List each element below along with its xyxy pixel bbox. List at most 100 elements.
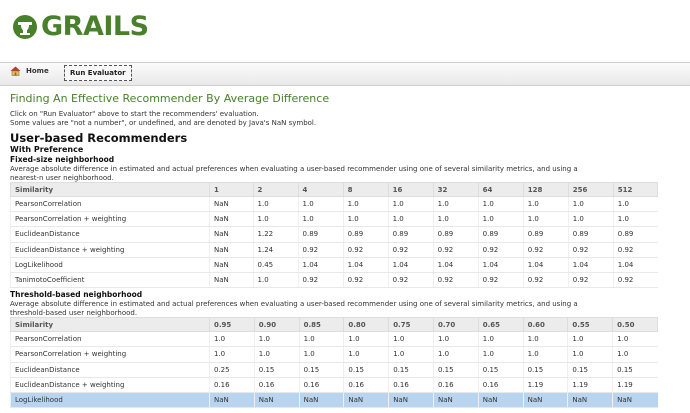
value-cell: 0.89 [432,226,479,243]
value-cell: 0.15 [343,362,389,378]
similarity-name-cell: PearsonCorrelation [10,331,210,348]
value-cell: 0.16 [432,377,479,393]
value-cell: 1.22 [252,226,299,243]
navigation-bar: Home Run Evaluator [0,62,690,86]
value-cell: 0.89 [342,226,389,243]
column-header: 0.75 [388,317,434,333]
value-cell: 1.0 [298,346,344,363]
value-cell: 0.15 [432,362,479,378]
value-cell: NaN [388,392,434,409]
value-cell: 0.15 [388,362,434,378]
value-cell: 1.0 [432,211,479,228]
value-cell: 0.92 [477,272,524,289]
value-cell: 0.15 [522,362,568,378]
value-cell: 1.0 [342,196,389,213]
column-header: 32 [432,182,479,197]
column-header-similarity: Similarity [10,317,210,333]
home-label: Home [26,67,49,75]
value-cell: 0.45 [252,257,299,273]
value-cell: 1.0 [388,346,434,363]
value-cell: 0.15 [612,362,658,378]
table-row: LogLikelihood NaN NaN NaN NaN NaN NaN NaN NaN NaN… [10,392,658,409]
value-cell: 0.92 [612,242,658,258]
value-cell: 1.0 [432,331,479,348]
value-cell: NaN [209,272,254,289]
column-header: 16 [387,182,434,197]
value-cell: 1.0 [209,331,255,348]
header: GRAILS [0,0,690,62]
value-cell: 1.0 [477,211,524,228]
value-cell: 0.92 [567,242,614,258]
value-cell: NaN [209,196,254,213]
value-cell: NaN [298,392,344,409]
value-cell: NaN [432,392,479,409]
value-cell: 0.92 [297,242,344,258]
value-cell: 1.0 [612,331,658,348]
home-link[interactable]: Home [10,66,49,76]
value-cell: 1.19 [567,377,613,393]
value-cell: 1.04 [297,257,344,273]
intro-line-1: Click on "Run Evaluator" above to start … [10,110,259,118]
value-cell: 1.0 [342,211,389,228]
value-cell: 0.16 [343,377,389,393]
value-cell: 1.0 [477,346,524,363]
value-cell: 1.0 [387,211,434,228]
main-content: Finding An Effective Recommender By Aver… [10,92,685,409]
value-cell: 0.16 [253,377,300,393]
similarity-name-cell: EuclideanDistance [10,362,210,378]
value-cell: NaN [209,257,254,273]
value-cell: 1.0 [432,346,479,363]
value-cell: 0.89 [477,226,524,243]
value-cell: NaN [253,392,300,409]
value-cell: NaN [612,392,658,409]
value-cell: 0.25 [209,362,255,378]
value-cell: 0.89 [387,226,434,243]
value-cell: 1.0 [387,196,434,213]
value-cell: NaN [522,392,568,409]
value-cell: 1.0 [297,196,344,213]
table-row: EuclideanDistance 0.25 0.15 0.15 0.15 0.15 0.1… [10,362,658,378]
value-cell: 0.89 [297,226,344,243]
value-cell: 1.19 [522,377,568,393]
value-cell: 1.0 [297,211,344,228]
grails-logo[interactable]: GRAILS [12,12,149,42]
table-row: LogLikelihood NaN 0.45 1.04 1.04 1.04 1.04 1.04… [10,257,658,273]
table-row: PearsonCorrelation + weighting NaN 1.0 1.0 1… [10,211,658,228]
column-header: 512 [612,182,659,197]
value-cell: 1.0 [612,211,658,228]
run-evaluator-button[interactable]: Run Evaluator [64,65,132,81]
value-cell: 0.16 [388,377,434,393]
similarity-name-cell: PearsonCorrelation + weighting [10,211,210,228]
column-header: 4 [297,182,344,197]
value-cell: 0.92 [432,272,479,289]
value-cell: 0.92 [297,272,344,289]
value-cell: NaN [209,392,255,409]
value-cell: 1.0 [253,331,300,348]
table-row: PearsonCorrelation NaN 1.0 1.0 1.0 1.0 1.0 1.0 1… [10,196,658,213]
page-title: Finding An Effective Recommender By Aver… [10,92,330,105]
column-header: 0.80 [343,317,390,333]
table-row: EuclideanDistance + weighting NaN 1.24 0.92… [10,242,658,258]
value-cell: 1.0 [522,331,568,348]
value-cell: NaN [567,392,613,409]
column-header: 128 [522,182,569,197]
value-cell: 0.16 [477,377,524,393]
value-cell: 1.0 [477,196,524,213]
value-cell: 0.92 [387,242,434,258]
value-cell: 0.92 [387,272,434,289]
value-cell: 1.0 [252,272,299,289]
table-header-row: Similarity 1 2 4 8 16 32 64 128 256 512 [10,182,659,197]
table-row: PearsonCorrelation + weighting 1.0 1.0 1.0 1… [10,346,658,363]
column-header: 1 [209,182,254,197]
value-cell: 1.04 [612,257,658,273]
value-cell: 0.92 [342,242,389,258]
value-cell: 0.15 [567,362,613,378]
threshold-desc-line-1: Average absolute difference in estimated… [10,300,578,309]
value-cell: 0.92 [432,242,479,258]
value-cell: NaN [209,226,254,243]
intro-line-2: Some values are "not a number", or undef… [10,119,317,127]
value-cell: 1.0 [388,331,434,348]
value-cell: 0.92 [612,272,658,289]
value-cell: NaN [209,211,254,228]
similarity-name-cell: EuclideanDistance + weighting [10,242,210,258]
